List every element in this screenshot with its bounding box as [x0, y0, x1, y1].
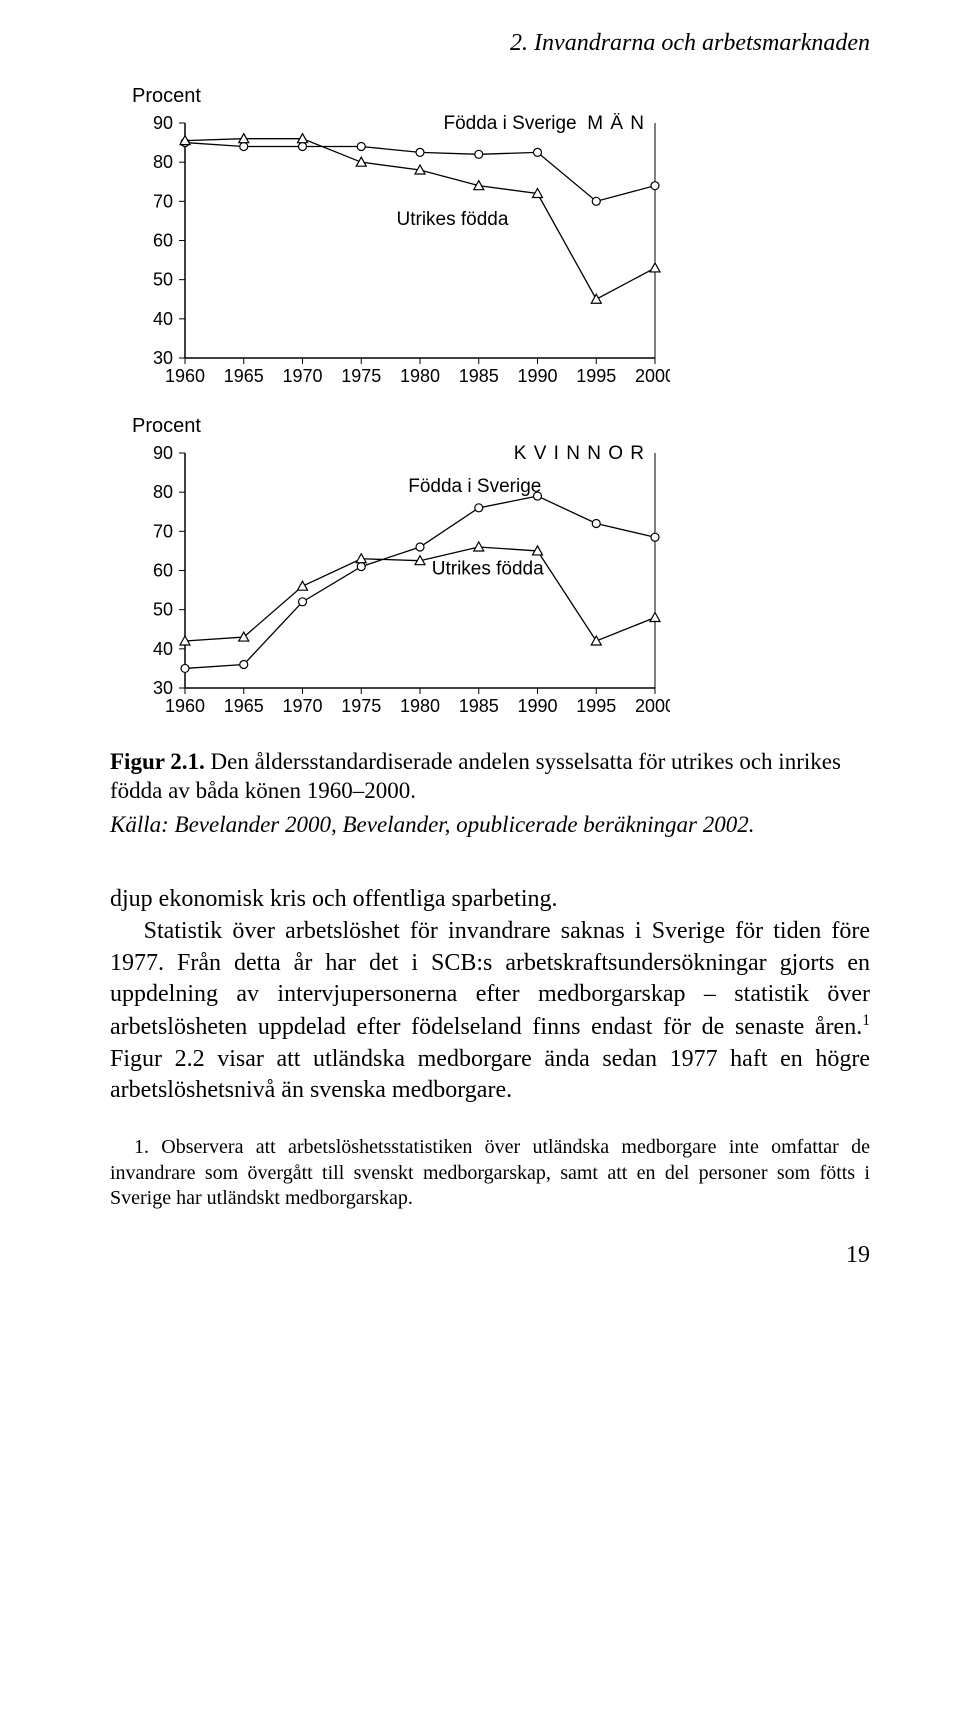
svg-text:1990: 1990	[517, 696, 557, 716]
body-paragraph: djup ekonomisk kris och offentliga sparb…	[110, 884, 870, 1107]
svg-text:80: 80	[153, 482, 173, 502]
svg-text:1980: 1980	[400, 696, 440, 716]
figure-label: Figur 2.1.	[110, 749, 205, 774]
chart-men-ylabel: Procent	[132, 85, 870, 108]
svg-text:60: 60	[153, 561, 173, 581]
svg-text:1970: 1970	[282, 366, 322, 386]
svg-text:1975: 1975	[341, 696, 381, 716]
svg-text:30: 30	[153, 348, 173, 368]
svg-text:Födda i Sverige: Födda i Sverige	[408, 476, 541, 497]
svg-text:1990: 1990	[517, 366, 557, 386]
body-text-1: djup ekonomisk kris och offentliga sparb…	[110, 886, 557, 912]
svg-text:60: 60	[153, 231, 173, 251]
svg-text:50: 50	[153, 600, 173, 620]
footnote-marker: 1.	[134, 1136, 149, 1158]
svg-text:1960: 1960	[165, 696, 205, 716]
svg-text:1965: 1965	[224, 696, 264, 716]
body-text-3: Figur 2.2 visar att utländska medborgare…	[110, 1046, 870, 1104]
section-header: 2. Invandrarna och arbetsmarknaden	[110, 30, 870, 57]
svg-text:90: 90	[153, 443, 173, 463]
svg-text:80: 80	[153, 152, 173, 172]
svg-text:90: 90	[153, 113, 173, 133]
svg-text:70: 70	[153, 191, 173, 211]
svg-text:Utrikes födda: Utrikes födda	[397, 209, 509, 230]
chart-men: Procent 30 40 50 60 70 80 90 1960 1965 1970 1975 19…	[130, 85, 870, 393]
figure-source-label: Källa:	[110, 812, 169, 837]
figure-caption: Figur 2.1. Den åldersstandardiserade and…	[110, 747, 870, 806]
svg-text:2000: 2000	[635, 366, 670, 386]
svg-text:1975: 1975	[341, 366, 381, 386]
svg-text:M Ä N: M Ä N	[587, 113, 645, 134]
svg-text:Utrikes födda: Utrikes födda	[432, 558, 544, 579]
chart-women-ylabel: Procent	[132, 415, 870, 438]
footnote-text: Observera att arbetslöshetsstatistiken ö…	[110, 1136, 870, 1209]
footnote-ref: 1	[862, 1012, 870, 1029]
svg-text:1965: 1965	[224, 366, 264, 386]
svg-text:40: 40	[153, 639, 173, 659]
figure-caption-text: Den åldersstandardiserade andelen syssel…	[110, 749, 841, 803]
page-number: 19	[110, 1242, 870, 1269]
svg-text:30: 30	[153, 678, 173, 698]
figure-source: Källa: Bevelander 2000, Bevelander, opub…	[110, 810, 870, 839]
chart-men-svg: 30 40 50 60 70 80 90 1960 1965 1970 1975 1980 1985 19…	[130, 113, 670, 393]
svg-text:Födda i Sverige: Födda i Sverige	[444, 113, 577, 134]
svg-text:1970: 1970	[282, 696, 322, 716]
svg-text:1985: 1985	[459, 366, 499, 386]
svg-text:2000: 2000	[635, 696, 670, 716]
svg-text:70: 70	[153, 521, 173, 541]
svg-text:1995: 1995	[576, 366, 616, 386]
body-text-2: Statistik över arbetslöshet för invandra…	[110, 918, 870, 1040]
svg-text:40: 40	[153, 309, 173, 329]
footnote: 1. Observera att arbetslöshetsstatistike…	[110, 1135, 870, 1212]
svg-text:1985: 1985	[459, 696, 499, 716]
svg-text:1980: 1980	[400, 366, 440, 386]
charts-container: Procent 30 40 50 60 70 80 90 1960 1965 1970 1975 19…	[130, 85, 870, 723]
svg-text:50: 50	[153, 270, 173, 290]
chart-women: Procent 30 40 50 60 70 80 90 1960 1965 1970 1975 19…	[130, 415, 870, 723]
svg-text:1960: 1960	[165, 366, 205, 386]
svg-text:K V I N N O R: K V I N N O R	[514, 443, 645, 464]
figure-source-text: Bevelander 2000, Bevelander, opublicerad…	[169, 812, 755, 837]
svg-text:1995: 1995	[576, 696, 616, 716]
chart-women-svg: 30 40 50 60 70 80 90 1960 1965 1970 1975 1980 1985 19…	[130, 443, 670, 723]
